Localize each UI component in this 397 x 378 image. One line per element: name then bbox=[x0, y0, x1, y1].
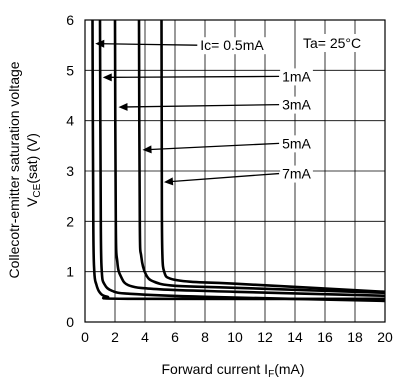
y-axis-label-line1: Collecotr-emitter saturation voltage bbox=[6, 61, 22, 278]
x-tick-label: 12 bbox=[257, 329, 273, 345]
annotation-arrowhead-1 bbox=[95, 39, 105, 48]
annotation-arrowhead-3 bbox=[118, 102, 128, 111]
x-tick-label: 6 bbox=[171, 329, 179, 345]
annotation-arrowhead-4 bbox=[142, 145, 152, 154]
condition-label-box: Ta= 25°C bbox=[300, 34, 365, 52]
y-tick-label: 5 bbox=[66, 62, 74, 78]
annotation-arrow-2 bbox=[110, 75, 280, 78]
x-tick-label: 20 bbox=[377, 329, 393, 345]
plot-frame bbox=[84, 19, 386, 323]
y-tick-labels: 0 1 2 3 4 5 6 bbox=[66, 12, 74, 330]
annotation-label-1: Ic= 0.5mA bbox=[200, 37, 264, 53]
annotation-bg bbox=[280, 68, 313, 86]
x-tick-label: 0 bbox=[81, 329, 89, 345]
x-tick-labels: 0 2 4 6 8 10 12 14 16 18 20 bbox=[81, 329, 393, 345]
x-tick-label: 18 bbox=[347, 329, 363, 345]
annotations: Ic= 0.5mA 1mA 3mA 5mA 7mA bbox=[95, 37, 313, 186]
x-tick-label: 16 bbox=[317, 329, 333, 345]
annotation-bg bbox=[280, 135, 313, 153]
annotation-label-5: 7mA bbox=[282, 166, 311, 182]
x-axis-label: Forward current IF(mA) bbox=[161, 361, 304, 378]
y-tick-label: 2 bbox=[66, 213, 74, 229]
series-line-4 bbox=[137, 19, 386, 295]
annotation-bg bbox=[280, 165, 313, 183]
condition-label: Ta= 25°C bbox=[303, 35, 361, 51]
y-tick-label: 4 bbox=[66, 113, 74, 129]
annotation-bg bbox=[198, 37, 266, 55]
y-tick-label: 1 bbox=[66, 264, 74, 280]
annotation-arrow-5 bbox=[171, 172, 280, 183]
x-tick-label: 8 bbox=[201, 329, 209, 345]
series-line-5 bbox=[160, 19, 386, 294]
curves bbox=[91, 19, 386, 303]
annotation-arrowhead-5 bbox=[163, 177, 174, 186]
annotation-label-2: 1mA bbox=[282, 68, 311, 84]
annotation-label-3: 3mA bbox=[282, 97, 311, 113]
series-line-2 bbox=[98, 19, 386, 303]
series-line-1 bbox=[91, 19, 386, 301]
y-tick-label: 0 bbox=[66, 314, 74, 330]
x-tick-label: 10 bbox=[227, 329, 243, 345]
series-line-3 bbox=[113, 19, 386, 298]
x-tick-label: 2 bbox=[111, 329, 119, 345]
y-axis-label-line2: VCE(sat) (V) bbox=[24, 133, 43, 207]
annotation-arrow-1 bbox=[103, 43, 198, 46]
annotation-arrow-4 bbox=[150, 142, 280, 151]
annotation-bg bbox=[280, 96, 313, 114]
annotation-arrowhead-2 bbox=[102, 73, 112, 82]
x-tick-label: 14 bbox=[287, 329, 303, 345]
annotation-label-4: 5mA bbox=[282, 135, 311, 151]
x-tick-label: 4 bbox=[141, 329, 149, 345]
y-tick-label: 6 bbox=[66, 12, 74, 28]
annotation-arrow-3 bbox=[126, 103, 280, 108]
y-tick-label: 3 bbox=[66, 163, 74, 179]
grid bbox=[84, 19, 386, 323]
